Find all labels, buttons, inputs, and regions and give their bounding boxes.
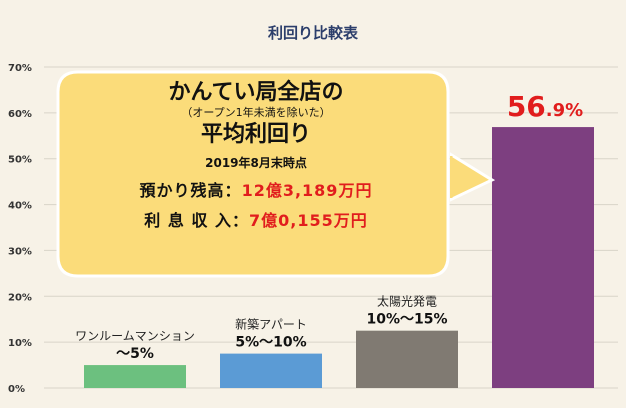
category-label: 新築アパート (235, 317, 307, 332)
callout-bubble-shape (56, 70, 450, 278)
value-range-label: 5%〜10% (235, 335, 306, 351)
category-label: ワンルームマンション (75, 329, 195, 343)
callout-line2: （オープン1年未満を除いた） (181, 106, 331, 119)
chart-title: 利回り比較表 (268, 24, 359, 42)
bar (220, 353, 322, 388)
y-tick-label: 60% (8, 109, 32, 120)
y-tick-label: 10% (8, 338, 32, 349)
y-tick-label: 30% (8, 246, 32, 257)
y-tick-label: 20% (8, 292, 32, 303)
y-tick-label: 40% (8, 201, 32, 212)
callout-row1-value: 12億3,189万円 (241, 181, 373, 200)
callout-row1-label: 預かり残高： (139, 181, 242, 200)
y-tick-label: 50% (8, 155, 32, 166)
bar-labels: ワンルームマンション〜5% 新築アパート 5%〜10% 太陽光発電 10%〜15% (75, 294, 447, 362)
bar (84, 365, 186, 388)
callout-row2-value: 7億0,155万円 (248, 211, 368, 230)
bar (356, 330, 458, 388)
callout-row2-label: 利 息 収 入： (144, 211, 249, 230)
callout-pointer-shape (450, 152, 496, 202)
bar (492, 127, 594, 388)
highlight-dec: .9% (545, 100, 584, 121)
value-range-label: 10%〜15% (366, 312, 447, 328)
value-range-label: 〜5% (116, 346, 154, 362)
callout-text: かんてい局全店の （オープン1年未満を除いた） 平均利回り 2019年8月末時点… (60, 80, 452, 231)
callout-date: 2019年8月末時点 (205, 156, 307, 170)
highlight-value: 56.9% (494, 90, 596, 123)
y-axis-ticks: 0% 10% 20% 30% 40% 50% 60% 70% (8, 63, 32, 395)
callout-pointer (450, 152, 496, 202)
callout-line1: かんてい局全店の (168, 80, 344, 105)
category-label: 太陽光発電 (377, 294, 437, 309)
callout-bubble (56, 70, 450, 278)
callout-line3: 平均利回り (200, 122, 311, 147)
highlight-int: 56 (506, 90, 546, 123)
callout-row1: 預かり残高：12億3,189万円 (60, 177, 452, 201)
bars (84, 127, 594, 388)
y-tick-label: 0% (8, 384, 25, 395)
callout-row2: 利 息 収 入：7億0,155万円 (60, 207, 452, 231)
y-tick-label: 70% (8, 63, 32, 74)
